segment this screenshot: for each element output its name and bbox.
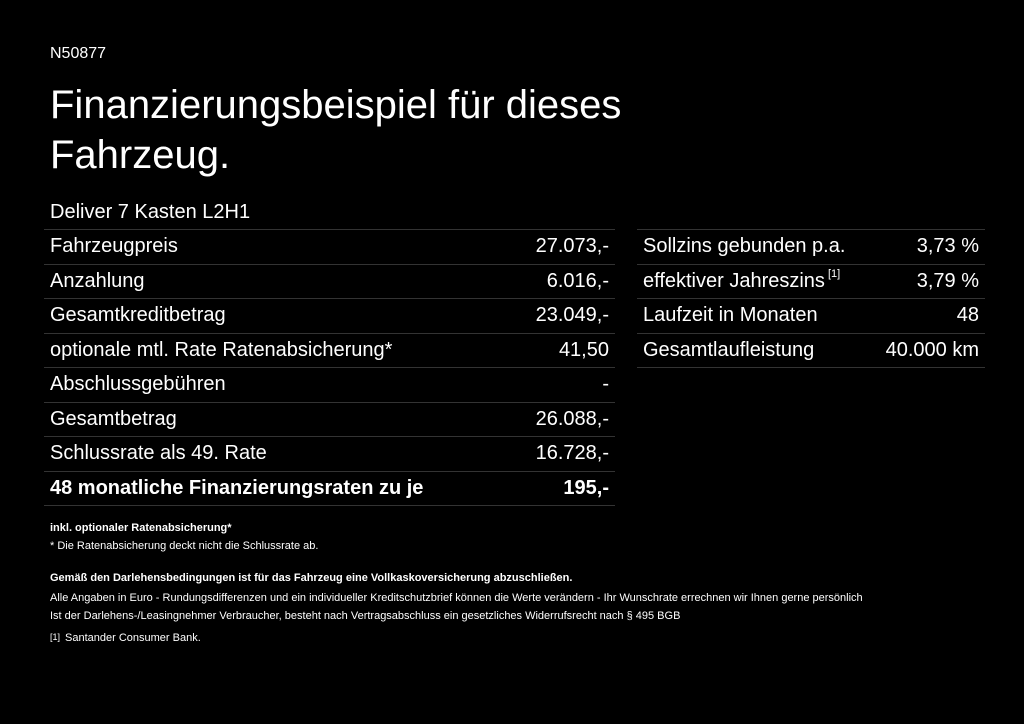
note: * Die Ratenabsicherung deckt nicht die S… [50,540,319,552]
table-row: Gesamtlaufleistung 40.000 km [637,334,985,368]
row-label: Abschlussgebühren [50,373,226,396]
table-row: Sollzins gebunden p.a. 3,73 % [637,230,985,265]
table-row: Laufzeit in Monaten 48 [637,299,985,334]
label-cell: Anzahlung [50,270,145,293]
table-row: Abschlussgebühren - [44,368,615,403]
row-value: - [602,373,609,396]
row-label: Anzahlung [50,269,145,292]
row-value: 6.016,- [546,269,609,292]
table-row: Gesamtbetrag 26.088,- [44,403,615,437]
title: Finanzierungsbeispiel für dieses Fahrzeu… [50,83,622,177]
table-row: Gesamtkreditbetrag 23.049,- [44,299,615,334]
table-row: Anzahlung 6.016,- [44,265,615,299]
label-cell: optionale mtl. Rate Ratenabsicherung* [50,339,392,362]
row-label: Sollzins gebunden p.a. [643,235,846,258]
model: Deliver 7 Kasten L2H1 [50,201,251,223]
label-cell: Sollzins gebunden p.a. [643,235,845,258]
table-row: Fahrzeugpreis 27.073,- [44,230,615,265]
row-value: 27.073,- [535,235,609,258]
note: Ist der Darlehens-/Leasingnehmer Verbrau… [50,610,681,622]
left-table: Fahrzeugpreis 27.073,- Anzahlung 6.016,- Ges… [44,229,615,506]
row-value: 41,50 [558,338,609,361]
note: Alle Angaben in Euro - Rundungsdifferenz… [50,592,863,604]
row-value: 3,73 % [916,235,979,258]
label-cell: effektiver Jahreszins [1] [643,267,841,293]
code: N50877 [50,45,107,62]
row-value: 40.000 km [885,338,979,361]
row-label: optionale mtl. Rate Ratenabsicherung* [50,338,393,361]
row-label: Gesamtlaufleistung [643,338,815,361]
row-value: 23.049,- [535,304,609,327]
label-cell: Gesamtkreditbetrag [50,304,226,327]
note-heading: inkl. optionaler Ratenabsicherung* [50,522,232,534]
row-value: 26.088,- [535,407,609,430]
row-label: Schlussrate als 49. Rate [50,442,267,465]
label-cell: Gesamtlaufleistung [643,339,814,362]
footnote-ref: [1] [827,267,841,280]
row-label: effektiver Jahreszins [643,269,825,292]
table-row: optionale mtl. Rate Ratenabsicherung* 41,… [44,334,615,368]
row-value: 195,- [563,476,609,499]
label-cell: 48 monatliche Finanzierungsraten zu je [50,477,423,500]
row-label: Gesamtkreditbetrag [50,304,226,327]
row-value: 3,79 % [916,269,979,292]
row-label: Gesamtbetrag [50,407,177,430]
label-cell: Laufzeit in Monaten [643,304,818,327]
table-row: effektiver Jahreszins [1] 3,79 % [637,265,985,299]
label-cell: Abschlussgebühren [50,373,226,396]
row-value: 48 [956,304,979,327]
row-label: Fahrzeugpreis [50,235,178,258]
label-cell: Gesamtbetrag [50,408,177,431]
label-cell: Fahrzeugpreis [50,235,178,258]
label-cell: Schlussrate als 49. Rate [50,442,267,465]
footnote: Santander Consumer Bank. [65,632,201,644]
footnote-ref: [1] [50,632,61,642]
table-row: 48 monatliche Finanzierungsraten zu je 19… [44,472,615,506]
note-heading: Gemäß den Darlehensbedingungen ist für d… [50,572,573,584]
right-table: Sollzins gebunden p.a. 3,73 % effektiver J… [637,229,985,368]
row-label: Laufzeit in Monaten [643,304,818,327]
table-row: Schlussrate als 49. Rate 16.728,- [44,437,615,472]
row-value: 16.728,- [535,442,609,465]
row-label: 48 monatliche Finanzierungsraten zu je [50,476,424,499]
footnote-row: [1] Santander Consumer Bank. [50,632,201,644]
